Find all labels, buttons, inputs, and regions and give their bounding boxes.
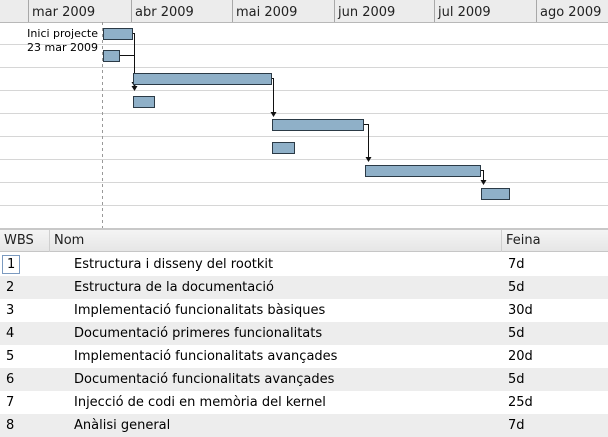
feina-cell: 30d — [508, 303, 533, 318]
project-start-date: 23 mar 2009 — [27, 41, 98, 54]
month-label: ago 2009 — [540, 5, 601, 20]
wbs-cell[interactable]: 5 — [6, 349, 15, 364]
dependency-line — [362, 124, 369, 158]
month-label: mai 2009 — [236, 5, 297, 20]
nom-cell: Estructura de la documentació — [74, 280, 274, 295]
feina-cell: 25d — [508, 395, 533, 410]
task-bar-1[interactable] — [103, 28, 133, 40]
table-header: WBS Nom Feina — [0, 230, 608, 252]
dependency-arrow — [131, 86, 138, 91]
nom-cell: Implementació funcionalitats bàsiques — [74, 303, 326, 318]
table-row[interactable]: 1 Estructura i disseny del rootkit 7d — [0, 253, 608, 276]
table-row[interactable]: 6 Documentació funcionalitats avançades 5d — [0, 368, 608, 391]
dependency-arrow — [365, 157, 372, 162]
wbs-cell[interactable]: 7 — [6, 395, 15, 410]
column-header-feina[interactable]: Feina — [506, 233, 541, 248]
table-row[interactable]: 2 Estructura de la documentació 5d — [0, 276, 608, 299]
nom-cell: Documentació funcionalitats avançades — [74, 372, 335, 387]
table-row[interactable]: 5 Implementació funcionalitats avançades 2… — [0, 345, 608, 368]
month-label: mar 2009 — [32, 5, 95, 20]
gantt-chart[interactable]: mar 2009 abr 2009 mai 2009 jun 2009 jul 2009… — [0, 0, 608, 228]
month-label: abr 2009 — [135, 5, 194, 20]
dependency-arrow — [270, 112, 277, 117]
task-bar-6[interactable] — [272, 142, 295, 154]
nom-cell: Estructura i disseny del rootkit — [74, 257, 274, 272]
nom-cell: Implementació funcionalitats avançades — [74, 349, 338, 364]
month-label: jun 2009 — [337, 5, 395, 20]
table-row[interactable]: 7 Injecció de codi en memòria del kernel 2… — [0, 391, 608, 414]
feina-cell: 5d — [508, 372, 525, 387]
wbs-cell[interactable]: 4 — [6, 326, 15, 341]
task-bar-8[interactable] — [481, 188, 510, 200]
wbs-cell[interactable]: 6 — [6, 372, 15, 387]
task-table: WBS Nom Feina 1 Estructura i disseny del … — [0, 230, 608, 437]
feina-cell: 7d — [508, 257, 525, 272]
task-bar-2[interactable] — [103, 50, 120, 62]
table-row[interactable]: 3 Implementació funcionalitats bàsiques 30… — [0, 299, 608, 322]
task-bar-4[interactable] — [133, 96, 155, 108]
project-start-label: Inici projecte — [27, 27, 98, 40]
dependency-arrow — [480, 180, 487, 185]
feina-cell: 5d — [508, 326, 525, 341]
wbs-cell[interactable]: 2 — [6, 280, 15, 295]
feina-cell: 5d — [508, 280, 525, 295]
timeline-header — [0, 0, 608, 22]
feina-cell: 20d — [508, 349, 533, 364]
gantt-canvas[interactable]: mar 2009 abr 2009 mai 2009 jun 2009 jul 2009… — [0, 0, 608, 228]
task-bar-5[interactable] — [272, 119, 364, 131]
table-row[interactable]: 4 Documentació primeres funcionalitats 5d — [0, 322, 608, 345]
feina-cell: 7d — [508, 418, 525, 433]
nom-cell: Documentació primeres funcionalitats — [74, 326, 323, 341]
wbs-cell[interactable]: 3 — [6, 303, 15, 318]
month-label: jul 2009 — [437, 5, 491, 20]
column-header-nom[interactable]: Nom — [50, 230, 502, 252]
wbs-cell[interactable]: 1 — [2, 255, 20, 274]
pane-divider[interactable] — [0, 228, 608, 230]
nom-cell: Anàlisi general — [74, 418, 171, 433]
task-bar-7[interactable] — [365, 165, 481, 177]
column-header-wbs[interactable]: WBS — [0, 230, 50, 252]
task-bar-3[interactable] — [133, 73, 272, 85]
wbs-cell[interactable]: 8 — [6, 418, 15, 433]
nom-cell: Injecció de codi en memòria del kernel — [74, 395, 326, 410]
table-row[interactable]: 8 Anàlisi general 7d — [0, 414, 608, 437]
